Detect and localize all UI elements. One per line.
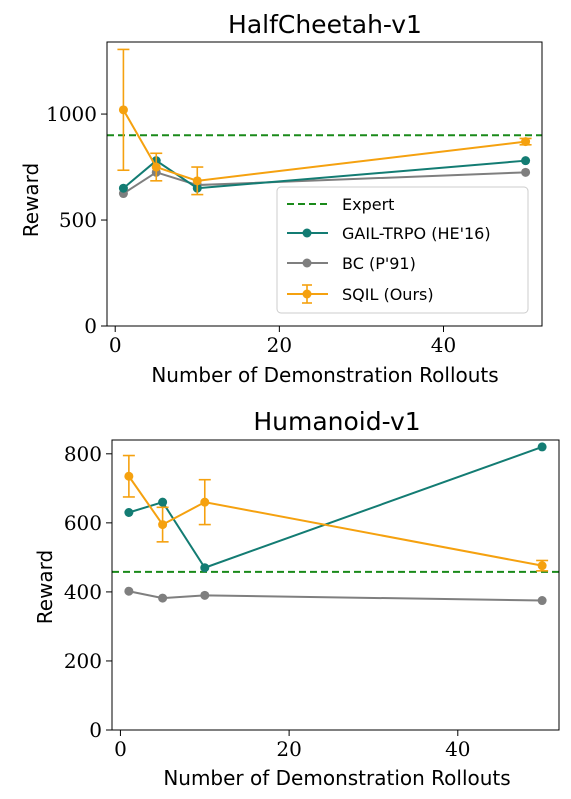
legend-bc-marker — [302, 258, 312, 268]
halfcheetah-chart: HalfCheetah-v1 Reward Number of Demonstr… — [19, 10, 543, 387]
sqil-data-point — [521, 137, 531, 147]
sqil-data-point — [124, 471, 134, 481]
sqil-data-point — [537, 561, 547, 571]
legend-entry-sqil: SQIL (Ours) — [287, 284, 434, 304]
y-tick-label: 0 — [84, 314, 97, 338]
bc-data-point — [521, 167, 531, 177]
x-axis-label: Number of Demonstration Rollouts — [163, 766, 510, 790]
y-tick-label: 500 — [59, 208, 97, 232]
gail-data-point — [200, 563, 210, 573]
sqil-data-point — [158, 520, 168, 530]
sqil-data-point — [200, 497, 210, 507]
bc-series-line — [122, 171, 526, 195]
legend: Expert GAIL-TRPO (HE'16) BC (P'91) SQIL … — [276, 186, 529, 314]
x-tick-label: 40 — [445, 737, 470, 761]
humanoid-chart: Humanoid-v1 Reward Number of Demonstrati… — [33, 407, 560, 790]
y-tick-label: 0 — [89, 718, 102, 742]
gail-data-point — [537, 442, 547, 452]
legend-label-expert: Expert — [342, 195, 394, 214]
gail-data-point — [124, 508, 134, 517]
bc-data-point — [158, 593, 168, 603]
legend-label-bc: BC (P'91) — [342, 254, 416, 273]
y-tick-label: 600 — [64, 511, 102, 535]
legend-entry-expert: Expert — [287, 195, 394, 214]
sqil-data-point — [192, 176, 202, 186]
legend-sqil-marker — [302, 289, 312, 299]
y-tick-label: 200 — [64, 649, 102, 673]
sqil-series-line — [122, 109, 526, 182]
y-axis-label: Reward — [19, 163, 43, 237]
y-tick-label: 400 — [64, 580, 102, 604]
legend-label-gail: GAIL-TRPO (HE'16) — [342, 224, 491, 243]
x-tick-label: 20 — [276, 737, 301, 761]
plot-area: 0 20 40 0 500 1000 — [46, 41, 543, 357]
gail-data-point — [521, 156, 531, 166]
legend-gail-marker — [302, 228, 312, 238]
x-tick-label: 20 — [267, 333, 292, 357]
chart-title: Humanoid-v1 — [253, 407, 420, 436]
gail-data-point — [158, 497, 168, 507]
sqil-data-point — [151, 162, 161, 172]
sqil-data-point — [118, 105, 128, 115]
bc-data-point — [124, 586, 134, 596]
bc-data-point — [200, 590, 210, 600]
axes-frame — [111, 439, 560, 731]
axes-frame — [106, 41, 543, 327]
chart-title: HalfCheetah-v1 — [228, 10, 422, 39]
bc-series-line — [128, 590, 543, 602]
x-tick-label: 40 — [431, 333, 456, 357]
legend-label-sqil: SQIL (Ours) — [342, 285, 434, 304]
x-axis-label: Number of Demonstration Rollouts — [151, 363, 498, 387]
sqil-series-line — [128, 475, 543, 567]
legend-entry-gail: GAIL-TRPO (HE'16) — [287, 224, 491, 243]
legend-entry-bc: BC (P'91) — [287, 254, 416, 273]
x-tick-label: 0 — [114, 737, 127, 761]
gail-data-point — [118, 183, 128, 193]
gail-series-line — [128, 445, 543, 569]
y-tick-label: 1000 — [46, 102, 97, 126]
y-tick-label: 800 — [64, 442, 102, 466]
bc-data-point — [537, 596, 547, 606]
legend-frame — [276, 186, 529, 314]
y-axis-label: Reward — [33, 550, 57, 624]
x-tick-label: 0 — [109, 333, 122, 357]
